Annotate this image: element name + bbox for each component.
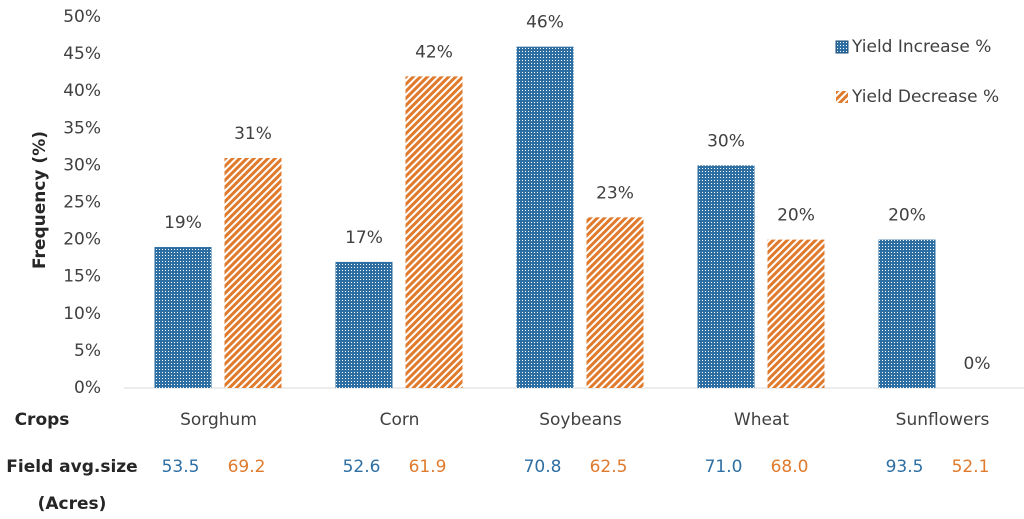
x-tick-label: Sunflowers (896, 410, 990, 430)
value-label: 20% (888, 206, 926, 226)
field-size-value: 52.1 (952, 457, 990, 477)
bar (767, 239, 825, 388)
field-size-value: 68.0 (771, 457, 809, 477)
legend-label: Yield Increase % (851, 37, 991, 57)
legend-swatch (836, 91, 848, 103)
y-tick-label: 20% (63, 230, 101, 250)
value-label: 30% (707, 131, 745, 151)
value-label: 0% (964, 354, 991, 374)
y-tick-label: 45% (63, 44, 101, 64)
bar (878, 239, 936, 388)
field-size-value: 70.8 (524, 457, 562, 477)
y-tick-label: 40% (63, 81, 101, 101)
x-tick-label: Corn (380, 410, 420, 430)
legend-label: Yield Decrease % (851, 87, 999, 107)
legend-swatch (835, 40, 849, 54)
value-label: 23% (596, 183, 634, 203)
x-axis-title: Crops (15, 410, 70, 430)
field-size-value: 62.5 (590, 457, 628, 477)
bar (405, 76, 463, 389)
bar (516, 46, 574, 389)
field-size-value: 69.2 (228, 457, 266, 477)
field-size-value: 53.5 (162, 457, 200, 477)
value-label: 46% (526, 13, 564, 33)
field-size-value: 71.0 (705, 457, 743, 477)
field-size-label: Field avg.size (6, 457, 137, 477)
field-size-value: 61.9 (409, 457, 447, 477)
bar (697, 165, 755, 388)
y-axis-title: Frequency (%) (30, 131, 50, 269)
y-tick-label: 15% (63, 267, 101, 287)
y-tick-label: 25% (63, 193, 101, 213)
bar (586, 217, 644, 388)
bar (335, 261, 393, 388)
value-label: 19% (164, 213, 202, 233)
field-size-value: 52.6 (343, 457, 381, 477)
y-tick-label: 30% (63, 155, 101, 175)
value-label: 17% (345, 228, 383, 248)
y-tick-label: 5% (74, 341, 101, 361)
x-tick-label: Wheat (734, 410, 789, 430)
bar (224, 157, 282, 388)
y-tick-label: 50% (63, 7, 101, 27)
y-tick-label: 0% (74, 378, 101, 398)
field-size-value: 93.5 (886, 457, 924, 477)
bar (154, 247, 212, 388)
value-label: 20% (777, 206, 815, 226)
x-tick-label: Soybeans (539, 410, 622, 430)
x-tick-label: Sorghum (180, 410, 257, 430)
value-label: 42% (415, 42, 453, 62)
y-tick-label: 35% (63, 118, 101, 138)
field-size-unit: (Acres) (38, 494, 107, 514)
value-label: 31% (234, 124, 272, 144)
y-tick-label: 10% (63, 304, 101, 324)
